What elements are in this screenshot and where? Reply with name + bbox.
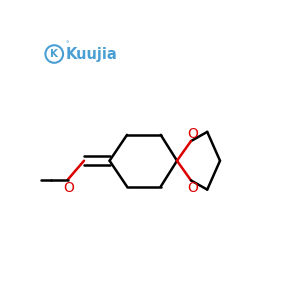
Text: Kuujia: Kuujia (66, 46, 118, 62)
Text: O: O (63, 182, 74, 196)
Text: O: O (187, 127, 198, 141)
Text: O: O (187, 181, 198, 195)
Text: °: ° (65, 41, 68, 47)
Text: K: K (50, 49, 58, 59)
